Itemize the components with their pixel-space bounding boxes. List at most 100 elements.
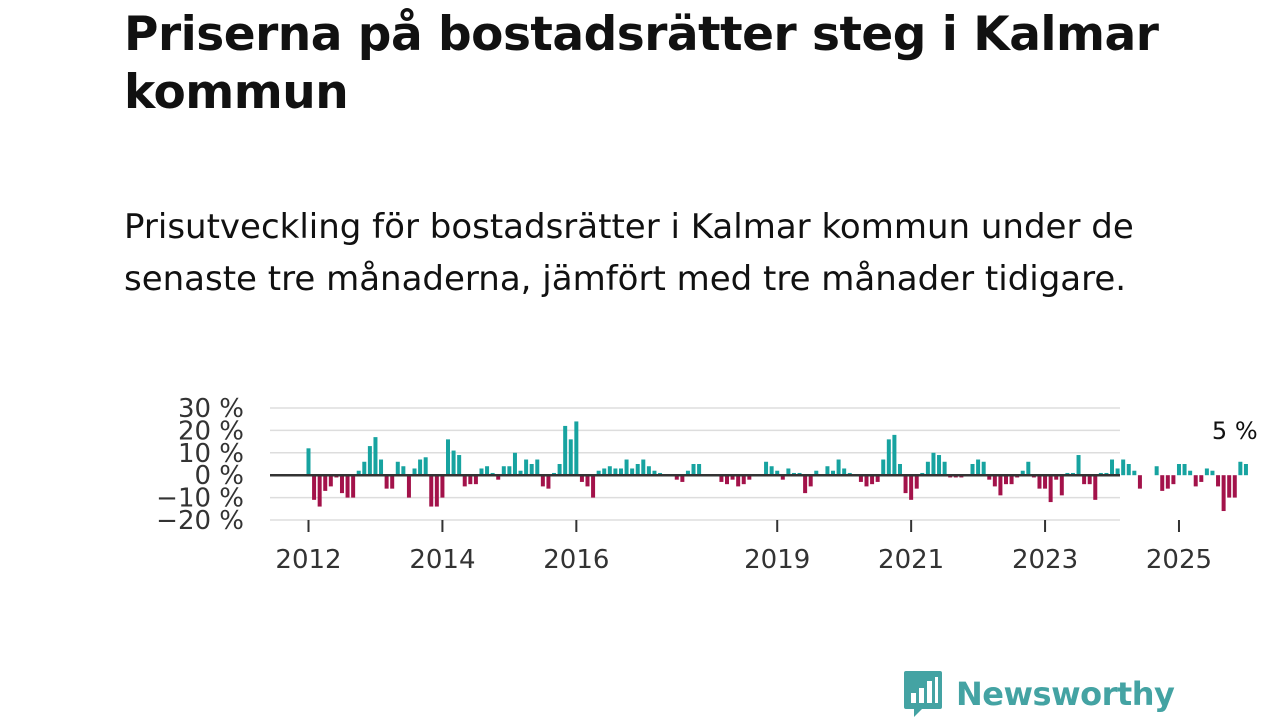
y-tick-label: 10 %: [178, 439, 244, 469]
bar: [323, 475, 328, 491]
bar: [440, 475, 445, 498]
bar: [1115, 468, 1120, 476]
bar: [434, 475, 439, 507]
bar: [1043, 475, 1048, 489]
bar: [618, 468, 623, 476]
bar: [557, 464, 562, 476]
bar: [496, 475, 501, 480]
bar: [563, 425, 568, 476]
bar: [998, 475, 1003, 496]
bar: [903, 475, 908, 494]
bar: [674, 475, 679, 480]
bar: [1121, 459, 1126, 476]
bar: [1132, 470, 1137, 476]
bar: [864, 475, 869, 487]
bar: [725, 475, 729, 485]
bar: [1193, 475, 1198, 487]
bar: [803, 475, 808, 494]
bar: [546, 475, 551, 489]
bar: [858, 475, 863, 482]
bar: [351, 475, 356, 498]
bar: [1110, 459, 1115, 476]
bar: [641, 459, 646, 476]
bar: [685, 470, 690, 476]
bar: [1204, 468, 1209, 476]
y-tick-label: 30 %: [178, 394, 244, 424]
bar: [1176, 464, 1181, 476]
bar: [479, 468, 484, 476]
bar: [507, 466, 512, 476]
bar: [613, 468, 618, 476]
bar: [769, 466, 774, 476]
bar: [925, 461, 930, 476]
y-tick-label: −10 %: [156, 484, 244, 514]
newsworthy-logo-icon: [904, 671, 942, 717]
bar: [909, 475, 914, 500]
bar: [579, 475, 584, 482]
bar: [412, 468, 417, 476]
bar: [630, 468, 635, 476]
bar: [429, 475, 434, 507]
bar: [836, 459, 841, 476]
bar: [602, 468, 607, 476]
chart-subtitle: Prisutveckling för bostadsrätter i Kalma…: [124, 207, 1134, 299]
bar: [786, 468, 791, 476]
bar: [518, 470, 523, 476]
bar: [1054, 475, 1059, 480]
bar: [524, 459, 529, 476]
bar: [842, 468, 847, 476]
bar: [736, 475, 741, 487]
bar: [1048, 475, 1053, 503]
bar: [390, 475, 395, 489]
bar: [764, 461, 769, 476]
bar: [1182, 464, 1187, 476]
bar: [697, 464, 702, 476]
bar: [1227, 475, 1232, 498]
x-tick-label: 2016: [543, 545, 609, 575]
bar: [529, 464, 534, 476]
bar: [462, 475, 467, 487]
bar: [585, 475, 590, 487]
bar: [747, 475, 752, 480]
bar: [976, 459, 981, 476]
bar: [1188, 470, 1193, 476]
bar: [652, 470, 657, 476]
bar: [356, 470, 361, 476]
bar: [401, 466, 406, 476]
bar: [1216, 475, 1221, 487]
bar: [568, 439, 573, 476]
bar: [1238, 461, 1243, 476]
bar: [942, 461, 947, 476]
bar: [1232, 475, 1237, 498]
bar: [574, 421, 579, 476]
bar: [741, 475, 746, 485]
bar: [624, 459, 629, 476]
bar: [1037, 475, 1042, 489]
bar: [992, 475, 997, 487]
bar: [317, 475, 322, 507]
bar: [719, 475, 724, 482]
bar: [931, 452, 936, 476]
bar: [468, 475, 473, 485]
x-tick-label: 2014: [409, 545, 475, 575]
bar: [1171, 475, 1176, 485]
bar: [395, 461, 400, 476]
y-tick-label: 20 %: [178, 416, 244, 446]
bar: [646, 466, 651, 476]
x-tick-label: 2021: [878, 545, 944, 575]
bar: [512, 452, 517, 476]
x-tick-label: 2025: [1146, 545, 1212, 575]
bar: [870, 475, 875, 485]
x-tick-label: 2023: [1012, 545, 1078, 575]
bar: [680, 475, 685, 482]
bar: [473, 475, 478, 485]
bar: [345, 475, 350, 498]
bar: [1126, 464, 1131, 476]
bar: [1154, 466, 1159, 476]
y-tick-label: 0 %: [194, 461, 244, 491]
bar: [1160, 475, 1165, 491]
bar: [875, 475, 880, 482]
bar: [808, 475, 813, 487]
bar: [591, 475, 596, 498]
bar: [457, 455, 462, 476]
